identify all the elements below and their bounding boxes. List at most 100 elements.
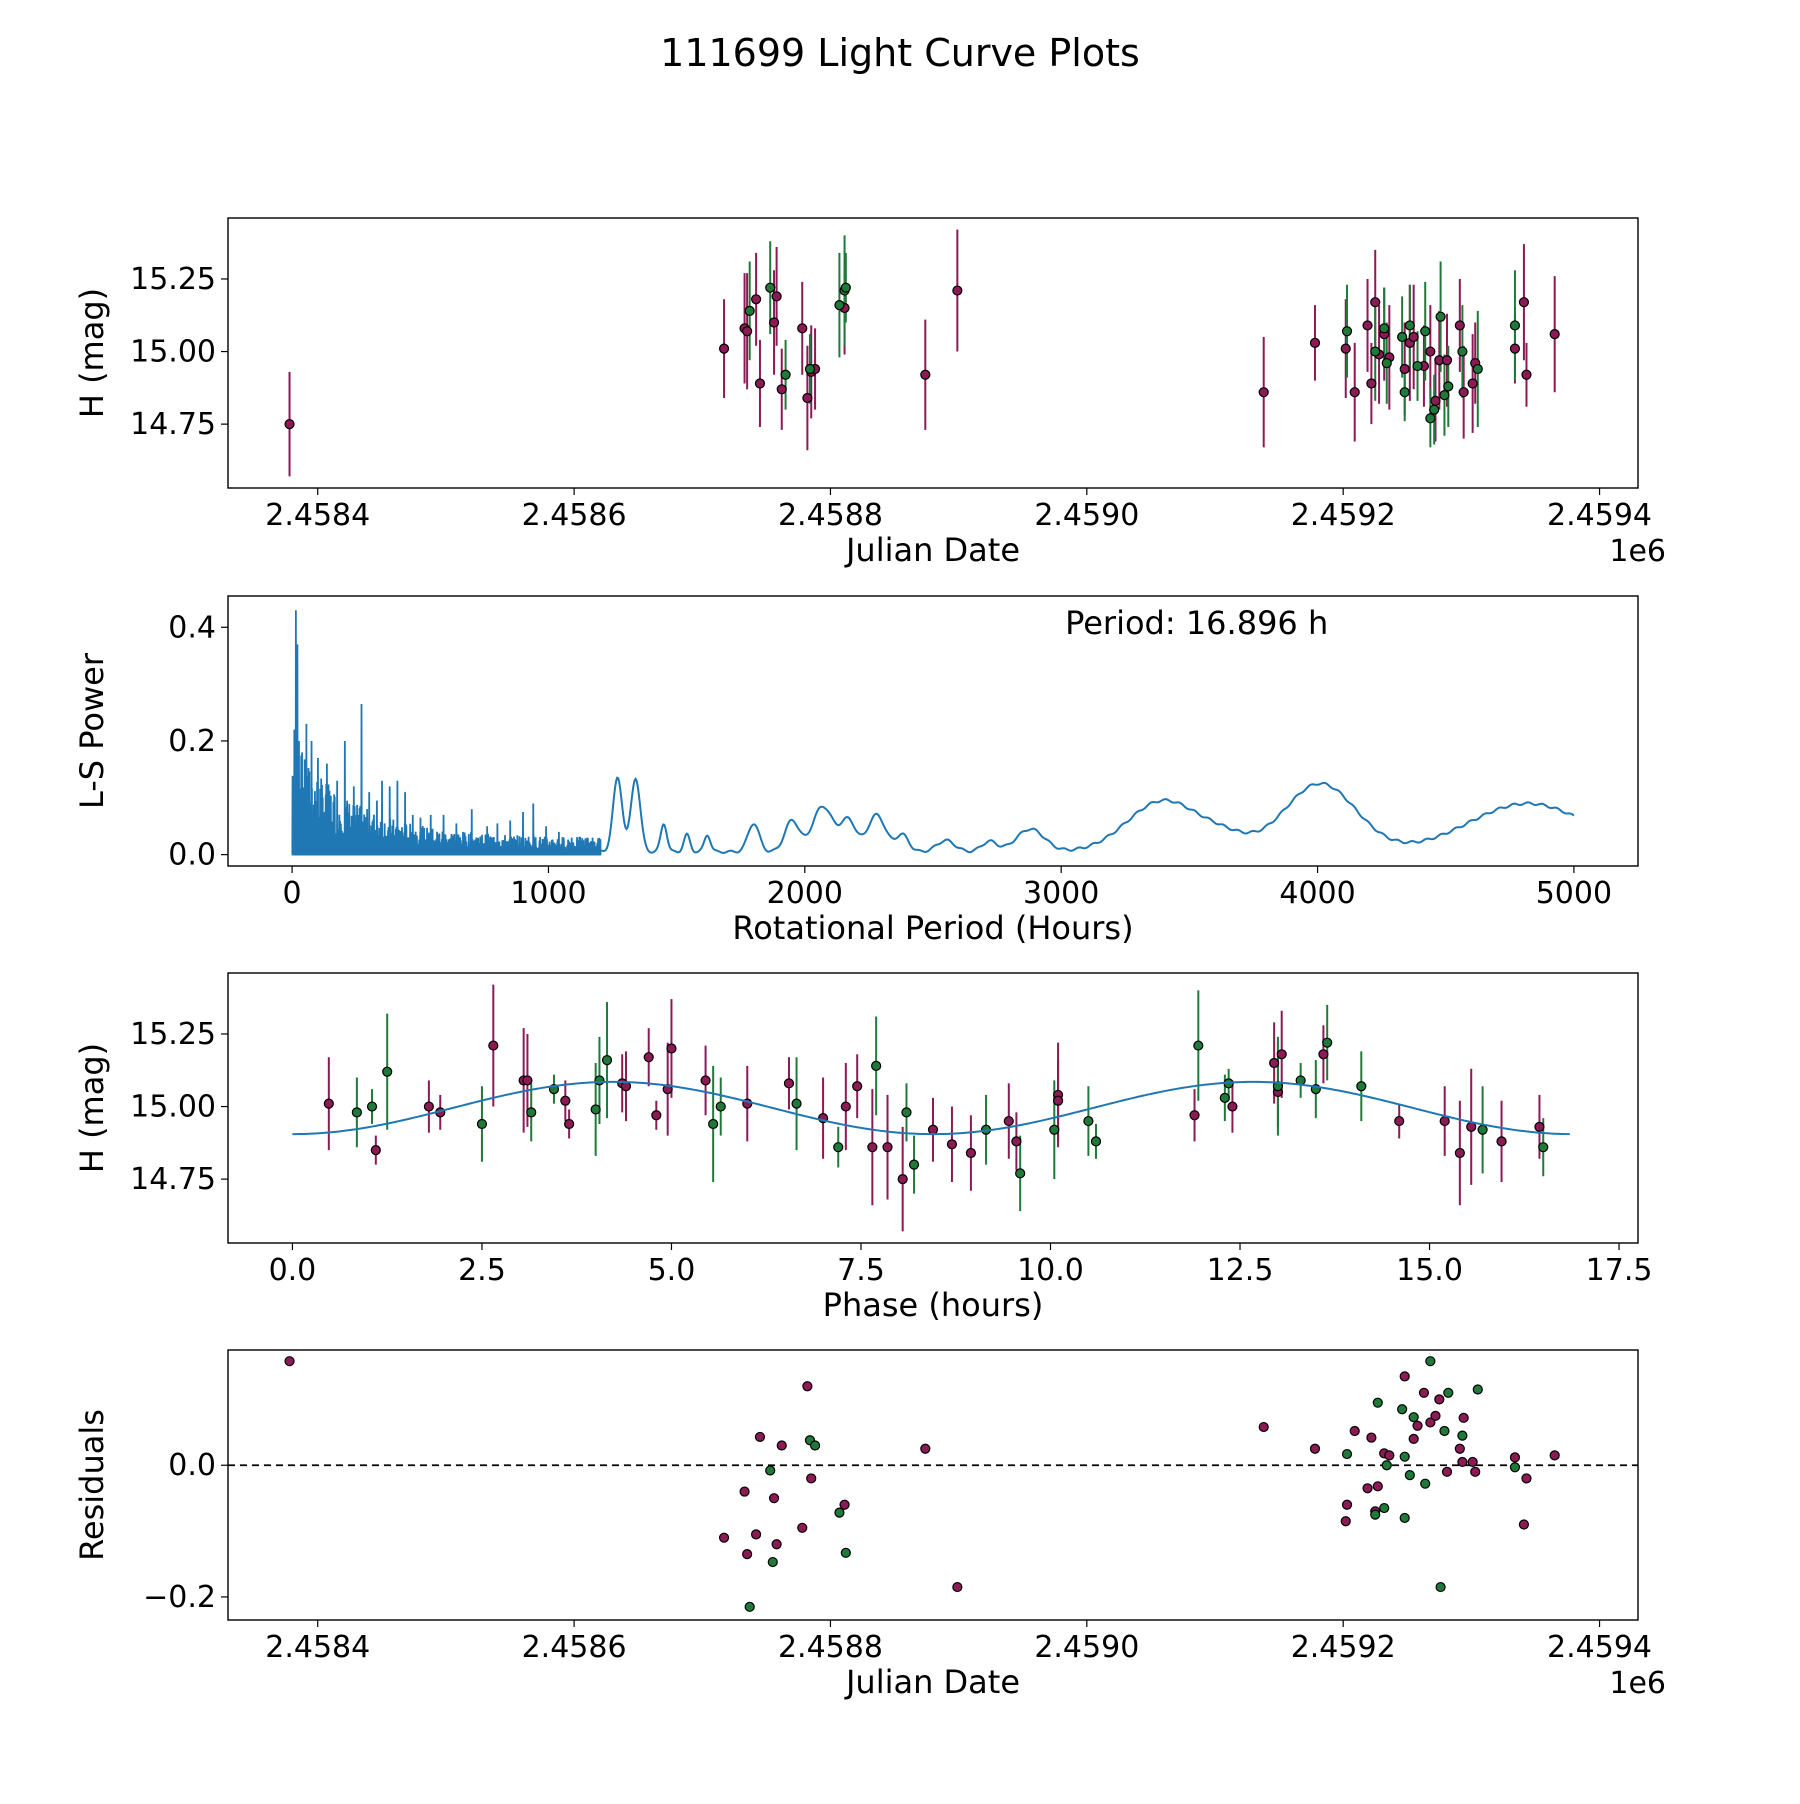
residual-point-magenta — [1518, 1519, 1530, 1530]
data-point-magenta — [423, 1101, 434, 1112]
axes-1: 2.4584 2.4586 2.4588 2.4590 2.4592 2.4594 14.7… — [73, 217, 1666, 569]
residual-point-green — [1420, 1478, 1431, 1489]
residual-point-green — [1443, 1387, 1454, 1398]
data-point-magenta — [1467, 378, 1478, 389]
data-point-magenta — [776, 384, 787, 395]
data-point-magenta — [768, 317, 780, 328]
residual-point-green — [1404, 1470, 1415, 1481]
residual-point-green — [1381, 1460, 1392, 1471]
data-point-green — [715, 1101, 726, 1112]
data-point-magenta — [564, 1118, 575, 1130]
y-axis-label: H (mag) — [73, 1043, 111, 1173]
data-point-magenta — [700, 1075, 711, 1086]
residual-point-magenta — [1362, 1483, 1373, 1494]
residual-point-green — [1399, 1512, 1410, 1524]
residual-point-magenta — [1457, 1456, 1468, 1468]
data-point-magenta — [852, 1081, 863, 1092]
data-point-magenta — [718, 343, 730, 354]
residual-point-magenta — [952, 1581, 963, 1593]
residual-point-magenta — [776, 1440, 787, 1451]
data-point-magenta — [1399, 363, 1410, 375]
x-axis-label: Julian Date — [844, 531, 1020, 569]
y-tick-label: 0.4 — [168, 610, 216, 645]
x-tick-label: 3000 — [1023, 876, 1099, 911]
data-points — [284, 229, 1560, 477]
data-point-magenta — [1518, 297, 1530, 308]
data-point-magenta — [666, 1043, 677, 1054]
data-point-green — [1439, 389, 1450, 401]
data-point-magenta — [771, 291, 782, 302]
data-point-magenta — [867, 1142, 878, 1153]
data-point-green — [1219, 1092, 1230, 1103]
data-point-magenta — [920, 369, 931, 380]
data-point-magenta — [1441, 355, 1453, 366]
residual-point-green — [1399, 1451, 1410, 1462]
data-point-magenta — [1309, 337, 1321, 348]
residual-point-magenta — [1366, 1432, 1377, 1443]
data-point-green — [594, 1075, 605, 1086]
data-point-green — [840, 282, 851, 293]
residual-point-magenta — [284, 1356, 295, 1367]
data-point-green — [1477, 1124, 1488, 1135]
residual-point-magenta — [1258, 1421, 1269, 1433]
data-point-magenta — [1454, 320, 1465, 331]
data-point-magenta — [1425, 346, 1436, 357]
data-point-green — [1443, 381, 1454, 392]
residual-point-magenta — [1384, 1450, 1395, 1461]
residual-point-magenta — [802, 1381, 813, 1392]
data-point-green — [1425, 413, 1436, 424]
residual-point-magenta — [1521, 1473, 1532, 1484]
figure-title: 111699 Light Curve Plots — [660, 31, 1140, 75]
periodogram-line — [599, 776, 1575, 854]
x-tick-label: 2.4592 — [1291, 498, 1396, 533]
data-point-green — [1538, 1142, 1549, 1153]
data-point-magenta — [1011, 1136, 1022, 1147]
residual-point-magenta — [1470, 1466, 1481, 1477]
data-point-magenta — [522, 1075, 533, 1086]
x-tick-label: 2.4588 — [778, 1630, 883, 1665]
axes-frame — [227, 1349, 1639, 1621]
y-tick-label: 14.75 — [130, 1162, 216, 1197]
data-point-green — [351, 1107, 362, 1118]
data-point-magenta — [1458, 387, 1469, 398]
data-point-magenta — [1430, 395, 1441, 407]
residual-point-green — [1370, 1509, 1381, 1520]
data-point-magenta — [1534, 1121, 1545, 1132]
residual-point-green — [1435, 1581, 1446, 1593]
data-point-magenta — [1408, 331, 1419, 343]
residual-point-magenta — [742, 1549, 753, 1560]
residual-point-magenta — [1418, 1387, 1430, 1398]
data-point-green — [366, 1101, 378, 1112]
residual-point-magenta — [1341, 1499, 1353, 1510]
data-point-green — [1015, 1168, 1026, 1179]
x-tick-label: 12.5 — [1207, 1253, 1274, 1288]
data-point-green — [1435, 311, 1446, 322]
data-point-magenta — [1227, 1101, 1238, 1112]
residual-point-green — [1509, 1462, 1521, 1473]
residual-point-magenta — [839, 1499, 850, 1510]
x-tick-label: 2.4584 — [265, 498, 370, 533]
x-tick-label: 2.4588 — [778, 498, 883, 533]
y-axis-label: Residuals — [73, 1409, 111, 1561]
data-point-green — [708, 1118, 719, 1130]
x-tick-label: 2.4584 — [265, 1630, 370, 1665]
data-point-green — [526, 1107, 537, 1118]
data-point-green — [834, 299, 845, 311]
axes-4: 2.4584 2.4586 2.4588 2.4590 2.4592 2.4594 −0.2… — [73, 1349, 1666, 1701]
data-point-magenta — [1340, 343, 1351, 354]
data-point-magenta — [897, 1174, 908, 1185]
data-point-magenta — [1052, 1095, 1064, 1106]
data-point-green — [1429, 404, 1440, 415]
residual-point-magenta — [739, 1486, 750, 1497]
residual-point-magenta — [754, 1431, 766, 1443]
residual-point-magenta — [718, 1532, 730, 1543]
axes-frame — [227, 595, 1639, 867]
residual-point-magenta — [1509, 1452, 1521, 1463]
y-axis-label: H (mag) — [73, 288, 111, 418]
data-point-green — [744, 305, 755, 317]
residual-point-green — [767, 1556, 778, 1568]
data-point-green — [1090, 1136, 1102, 1147]
data-point-green — [476, 1118, 488, 1130]
y-axis-label: L-S Power — [73, 652, 111, 809]
